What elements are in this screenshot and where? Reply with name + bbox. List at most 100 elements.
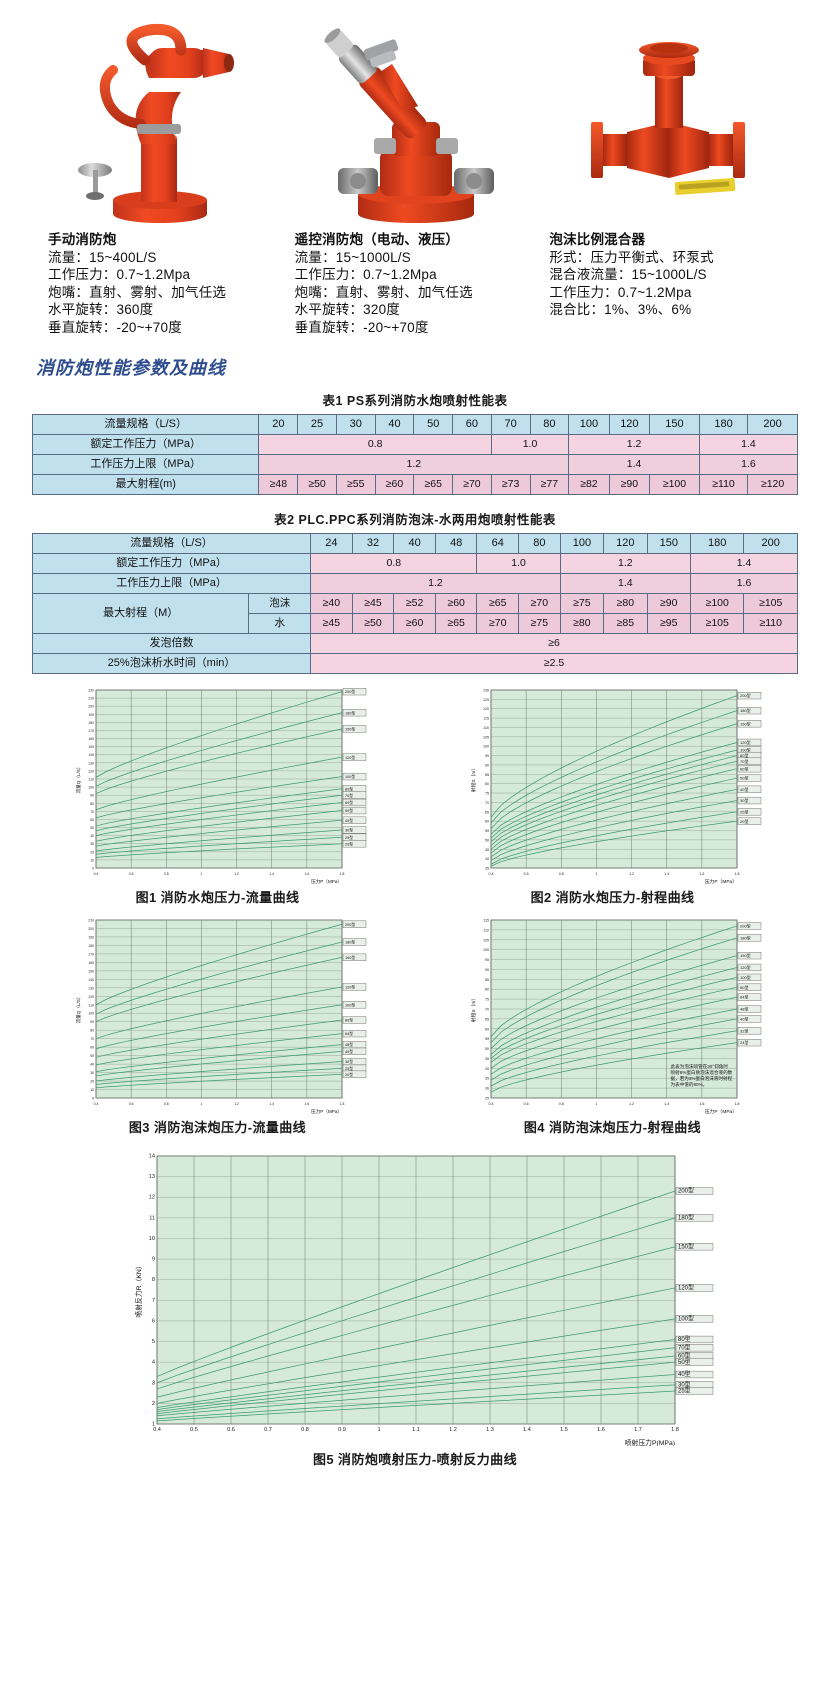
product-spec-line: 混合比：1%、3%、6% [549,302,692,317]
series-label: 120型 [342,983,366,991]
svg-text:200: 200 [88,705,94,709]
table-row: 工作压力上限（MPa） 1.2 1.4 1.6 [31,454,799,475]
product-spec-line: 炮嘴：直射、雾射、加气任选 [48,284,227,300]
svg-text:25型: 25型 [740,808,748,814]
svg-text:10: 10 [90,1088,94,1092]
svg-text:90: 90 [90,1020,94,1024]
svg-text:170: 170 [88,952,94,956]
charts-region: 0 10 20 30 40 50 60 70 80 90 100 110 120 130 140 150 160… [0,674,830,1468]
svg-text:70型: 70型 [740,758,748,764]
svg-text:0.4: 0.4 [93,1102,98,1106]
series-label: 100型 [342,772,366,781]
svg-text:200型: 200型 [678,1187,694,1195]
table-cell: 1.0 [490,434,570,455]
svg-text:200型: 200型 [740,692,751,698]
table-cell: ≥80 [559,613,605,634]
chart-caption-fig2: 图2 消防水炮压力-射程曲线 [530,890,695,905]
svg-text:40型: 40型 [740,786,748,792]
svg-text:120: 120 [88,995,94,999]
series-label: 48型 [342,1040,366,1049]
table-cell: ≥95 [646,613,691,634]
svg-text:1: 1 [152,1422,155,1428]
svg-text:150: 150 [88,969,94,973]
svg-text:105: 105 [483,735,489,739]
table-row: 发泡倍数 ≥6 [31,633,798,654]
series-label: 100型 [342,1001,366,1009]
svg-text:115: 115 [483,717,489,721]
table-ps-series-performance: 流量规格（L/S） 20 25 30 40 50 60 70 80 100 120 150 180 200… [31,414,799,495]
svg-text:130: 130 [88,761,94,765]
series-label: 40型 [675,1370,714,1379]
svg-text:50: 50 [485,838,489,842]
svg-text:50: 50 [90,826,94,830]
series-label: 20型 [342,1070,366,1078]
table-cell: 80 [529,414,570,435]
table-row: 最大射程（M） 泡沫 ≥40 ≥45 ≥52 ≥60 ≥65 ≥70 ≥75 ≥80 ≥90 ≥100… [31,593,798,634]
svg-text:170: 170 [88,729,94,733]
table-cell: 1.6 [698,454,799,475]
svg-text:10: 10 [90,858,94,862]
svg-text:9: 9 [152,1257,155,1263]
chart-caption-fig1: 图1 消防水炮压力-流量曲线 [135,890,300,905]
svg-text:110: 110 [88,1003,94,1007]
series-label: 70型 [737,757,761,765]
svg-text:70: 70 [90,810,94,814]
svg-text:220: 220 [88,689,94,693]
svg-text:140: 140 [88,978,94,982]
table-cell: 1.6 [689,573,799,594]
svg-text:70型: 70型 [678,1343,691,1351]
table-cell: 70 [490,414,531,435]
svg-text:65: 65 [485,810,489,814]
chart-block-fig4: 25 30 35 40 45 50 55 60 65 70 75 80 85 90 95 100 105 110 1… [463,914,763,1136]
svg-text:0.6: 0.6 [523,1102,528,1106]
product-spec-line: 垂直旋转：-20~+70度 [48,319,182,335]
svg-text:30型: 30型 [345,1059,353,1064]
svg-text:0.8: 0.8 [558,1102,563,1106]
table-cell: ≥65 [413,474,454,495]
svg-text:150型: 150型 [740,720,751,726]
table-row: 流量规格（L/S） 20 25 30 40 50 60 70 80 100 120 150 180 200 [31,414,798,435]
table-cell: 200 [743,533,798,554]
product-spec-line: 水平旋转：360度 [48,302,154,317]
product-card-manual-fire-monitor: 手动消防炮 流量：15~400L/S 工作压力：0.7~1.2Mpa 炮嘴：直射… [30,18,287,336]
series-label: 40型 [342,1047,366,1055]
svg-text:80型: 80型 [345,786,353,791]
series-label: 64型 [342,1029,366,1038]
svg-text:4: 4 [152,1360,155,1366]
svg-text:50型: 50型 [740,775,748,781]
svg-text:40: 40 [485,857,489,861]
svg-text:30: 30 [485,1087,489,1091]
table-cell: ≥60 [434,593,478,614]
table2-caption: 表2 PLC.PPC系列消防泡沫-水两用炮喷射性能表 [274,513,556,527]
svg-text:35: 35 [485,1077,489,1081]
foam-proportioner-illustration [590,42,745,195]
svg-text:1: 1 [200,1102,202,1106]
svg-text:200: 200 [88,927,94,931]
table-row: 最大射程(m) ≥48 ≥50 ≥55 ≥60 ≥65 ≥70 ≥73 ≥77 ≥82 ≥90 ≥10… [31,474,798,495]
row-label: 工作压力上限（MPa） [31,573,312,594]
table-cell: ≥75 [559,593,605,614]
series-label: 180型 [737,707,761,715]
svg-text:150型: 150型 [678,1242,694,1250]
series-label: 25型 [737,808,761,816]
svg-text:1.2: 1.2 [629,1102,634,1106]
series-label: 80型 [342,785,366,793]
svg-text:70: 70 [485,801,489,805]
remote-fire-monitor-illustration [324,28,494,223]
svg-text:110: 110 [483,726,489,730]
svg-text:125: 125 [483,698,489,702]
svg-text:1.4: 1.4 [269,872,274,876]
tables-region: 表1 PS系列消防水炮喷射性能表 流量规格（L/S） 20 25 30 40 50 60 70… [0,390,830,674]
svg-text:75: 75 [485,998,489,1002]
svg-text:30: 30 [90,1071,94,1075]
series-label: 40型 [342,816,366,824]
table-cell: ≥73 [490,474,531,495]
svg-text:90: 90 [90,794,94,798]
svg-text:1.2: 1.2 [449,1427,457,1433]
svg-text:100型: 100型 [345,1002,355,1007]
svg-text:55: 55 [485,1037,489,1041]
svg-text:180: 180 [88,721,94,725]
table-cell: ≥6 [310,633,798,654]
table-cell: ≥110 [743,613,798,634]
svg-text:160: 160 [88,961,94,965]
